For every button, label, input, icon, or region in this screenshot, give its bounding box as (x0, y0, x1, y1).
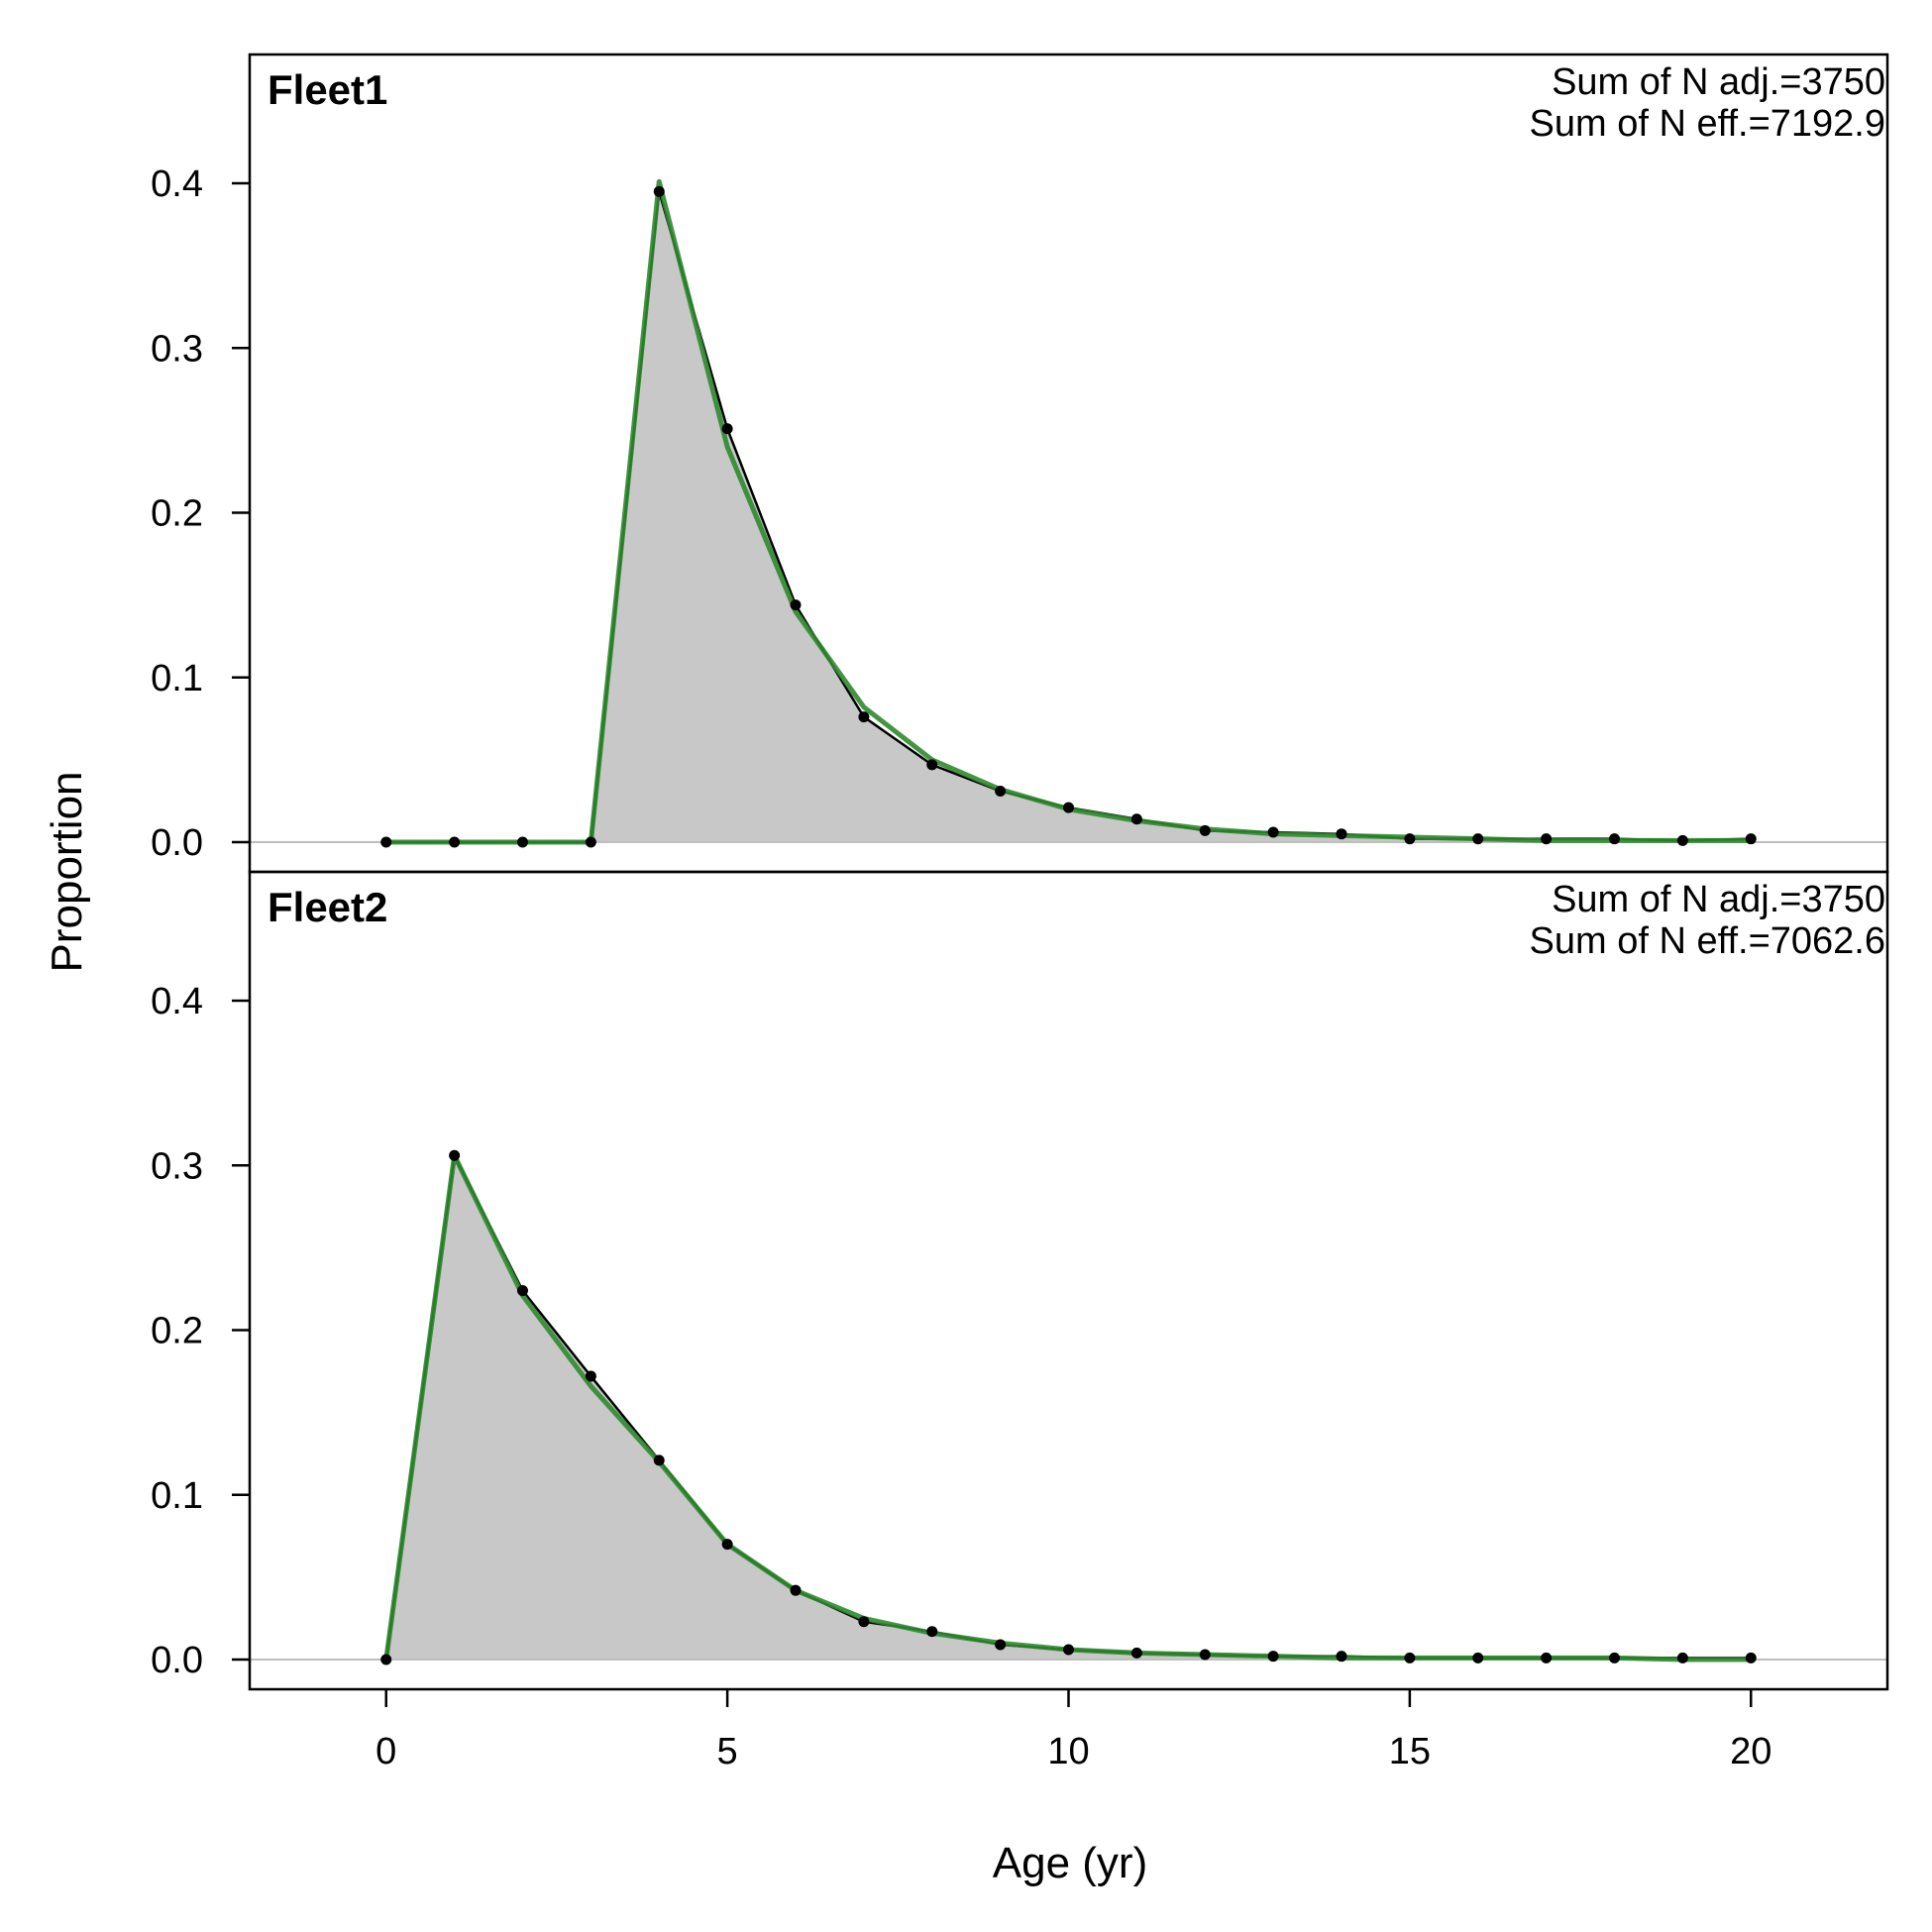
y-axis-title: Proportion (43, 771, 91, 972)
observed-line (385, 190, 1752, 844)
observed-point (1745, 833, 1757, 845)
panel-title: Fleet2 (268, 884, 387, 930)
y-tick-label: 0.3 (151, 1145, 203, 1187)
y-tick-label: 0.4 (151, 163, 203, 205)
y-tick-label: 0.0 (151, 822, 203, 864)
observed-point (1063, 802, 1074, 813)
x-tick-label: 20 (1730, 1731, 1771, 1772)
observed-point (449, 836, 461, 848)
observed-point (1267, 1651, 1279, 1663)
panel-frame (248, 53, 1889, 874)
x-tick-label: 15 (1389, 1731, 1431, 1772)
observed-point (1404, 833, 1416, 845)
observed-point (1336, 1651, 1347, 1663)
observed-point (995, 785, 1007, 797)
observed-point (721, 423, 733, 435)
observed-point (858, 711, 870, 723)
observed-point (1541, 1652, 1553, 1664)
observed-area (385, 191, 1752, 842)
observed-point (1336, 828, 1347, 840)
panel-note: Sum of N eff.=7192.9 (1530, 103, 1885, 145)
y-tick-label: 0.2 (151, 493, 203, 535)
observed-point (1541, 833, 1553, 845)
observed-point (380, 836, 392, 848)
observed-point (1130, 813, 1142, 825)
observed-point (1676, 834, 1688, 846)
observed-point (721, 1539, 733, 1551)
x-tick-label: 5 (717, 1731, 738, 1772)
panel-1: 0.0 0.1 0.2 0.3 0.4 Fleet1 Sum of N adj.=3750S… (151, 53, 1889, 874)
observed-point (858, 1616, 870, 1628)
panel-title: Fleet1 (268, 66, 387, 113)
observed-point (653, 1454, 665, 1466)
observed-point (1130, 1647, 1142, 1659)
y-tick-label: 0.0 (151, 1640, 203, 1681)
y-tick-label: 0.2 (151, 1311, 203, 1352)
y-tick-label: 0.1 (151, 658, 203, 699)
observed-point (790, 1584, 802, 1596)
panel-note: Sum of N adj.=3750 (1552, 61, 1885, 103)
observed-point (1472, 1652, 1484, 1664)
expected-line (385, 178, 1752, 845)
x-tick-label: 10 (1047, 1731, 1089, 1772)
observed-point (1609, 1652, 1620, 1664)
panel-note: Sum of N adj.=3750 (1552, 879, 1885, 920)
observed-point (1063, 1644, 1074, 1656)
observed-point (1199, 824, 1211, 836)
observed-point (517, 1285, 528, 1297)
observed-point (449, 1149, 461, 1161)
observed-point (1745, 1652, 1757, 1664)
panel-note: Sum of N eff.=7062.6 (1530, 920, 1885, 962)
observed-area (385, 1155, 1752, 1660)
observed-point (1199, 1649, 1211, 1661)
observed-point (585, 836, 596, 848)
observed-point (517, 836, 528, 848)
observed-point (1676, 1652, 1688, 1664)
observed-point (585, 1370, 596, 1382)
observed-point (995, 1639, 1007, 1651)
observed-point (790, 599, 802, 611)
y-tick-label: 0.3 (151, 328, 203, 370)
x-axis-title: Age (yr) (993, 1839, 1147, 1887)
panel-2: 0.0 0.1 0.2 0.3 0.4 Fleet2 Sum of N adj.=3750S… (151, 870, 1889, 1691)
y-tick-label: 0.4 (151, 981, 203, 1022)
observed-point (1609, 833, 1620, 845)
y-tick-label: 0.1 (151, 1475, 203, 1517)
observed-point (926, 759, 938, 771)
observed-point (380, 1654, 392, 1665)
observed-point (653, 185, 665, 197)
observed-point (1267, 826, 1279, 838)
observed-point (1472, 833, 1484, 845)
observed-point (1404, 1652, 1416, 1664)
observed-point (926, 1626, 938, 1638)
x-axis: 0 5 10 15 20 (376, 1689, 1771, 1772)
x-tick-label: 0 (376, 1731, 396, 1772)
